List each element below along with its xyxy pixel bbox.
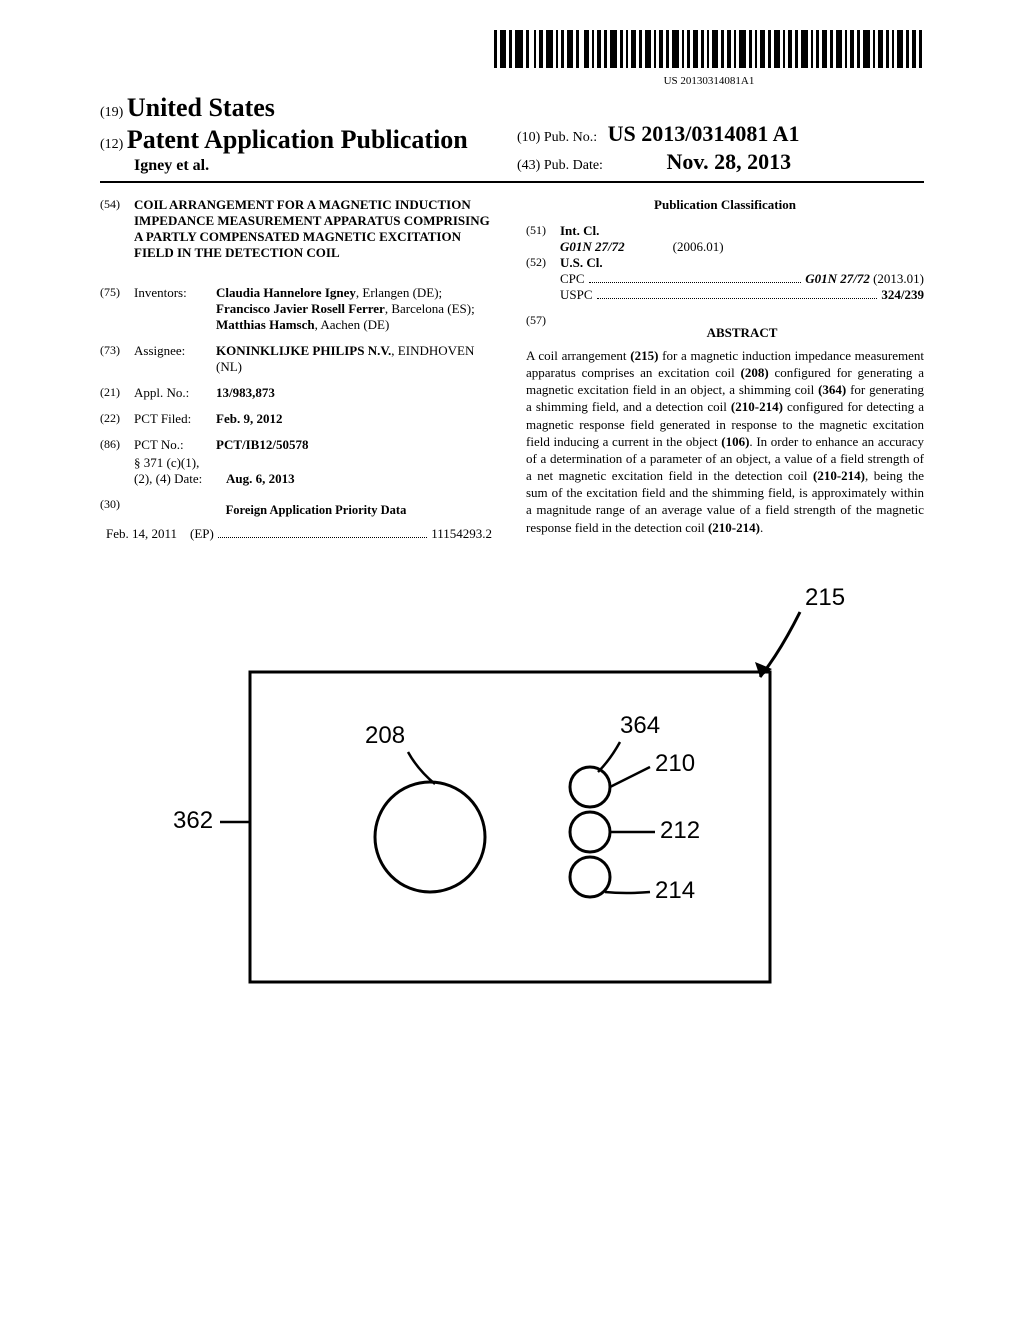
pctno: PCT/IB12/50578 xyxy=(216,437,498,453)
pubno: US 2013/0314081 A1 xyxy=(608,121,800,146)
code30: (30) xyxy=(100,497,134,526)
pubdate: Nov. 28, 2013 xyxy=(666,149,791,174)
code54: (54) xyxy=(100,197,134,275)
pub-class-header: Publication Classification xyxy=(526,197,924,213)
intcl-label: Int. Cl. xyxy=(560,223,924,239)
right-col: Publication Classification (51) Int. Cl.… xyxy=(526,197,924,542)
barcode-text: US 20130314081A1 xyxy=(494,75,924,87)
applno-row: (21) Appl. No.: 13/983,873 xyxy=(100,385,498,401)
intcl-row: (51) Int. Cl. G01N 27/72 (2006.01) xyxy=(526,223,924,255)
country-line: (19) United States xyxy=(100,93,507,123)
callout-215: 215 xyxy=(805,584,845,612)
pubtype: Patent Application Publication xyxy=(127,125,468,154)
abstract-text: A coil arrangement (215) for a magnetic … xyxy=(526,347,924,536)
s371-date-label: (2), (4) Date: xyxy=(134,471,226,487)
code86: (86) xyxy=(100,437,134,453)
callout-362: 362 xyxy=(173,807,213,835)
uspc-value: 324/239 xyxy=(881,287,924,303)
priority-num: 11154293.2 xyxy=(431,526,492,542)
dotted-line xyxy=(218,528,427,538)
inventors-label: Inventors: xyxy=(134,285,216,333)
code12: (12) xyxy=(100,137,123,152)
pctfiled: Feb. 9, 2012 xyxy=(216,411,498,427)
cpc-row: CPC G01N 27/72 (2013.01) xyxy=(560,271,924,287)
country: United States xyxy=(127,93,275,122)
header-row: (19) United States (12) Patent Applicati… xyxy=(100,93,924,183)
pctfiled-row: (22) PCT Filed: Feb. 9, 2012 xyxy=(100,411,498,427)
header-right: (10) Pub. No.: US 2013/0314081 A1 (43) P… xyxy=(507,121,924,175)
callout-212: 212 xyxy=(660,817,700,845)
s371-row1: § 371 (c)(1), xyxy=(100,455,498,471)
code21: (21) xyxy=(100,385,134,401)
uscl-row: (52) U.S. Cl. CPC G01N 27/72 (2013.01) U… xyxy=(526,255,924,303)
barcode-section: US 20130314081A1 xyxy=(100,30,924,89)
code73: (73) xyxy=(100,343,134,375)
callout-214: 214 xyxy=(655,877,695,905)
uscl-body: U.S. Cl. CPC G01N 27/72 (2013.01) USPC 3… xyxy=(560,255,924,303)
pubdate-line: (43) Pub. Date: Nov. 28, 2013 xyxy=(517,149,924,175)
s371-row2: (2), (4) Date: Aug. 6, 2013 xyxy=(100,471,498,487)
intcl-year: (2006.01) xyxy=(673,239,724,255)
pctno-row: (86) PCT No.: PCT/IB12/50578 xyxy=(100,437,498,453)
figure-area: 215 208 362 364 210 212 214 xyxy=(100,582,924,1022)
priority-cc: (EP) xyxy=(190,526,214,542)
callout-208: 208 xyxy=(365,722,405,750)
intcl-code: G01N 27/72 xyxy=(560,239,625,255)
priority-row: Feb. 14, 2011 (EP) 11154293.2 xyxy=(100,526,498,542)
priority-date: Feb. 14, 2011 xyxy=(106,526,177,542)
code57: (57) xyxy=(526,313,560,347)
pctfiled-label: PCT Filed: xyxy=(134,411,216,427)
applno-label: Appl. No.: xyxy=(134,385,216,401)
uscl-label: U.S. Cl. xyxy=(560,255,924,271)
abstract-header: ABSTRACT xyxy=(560,325,924,341)
barcode: US 20130314081A1 xyxy=(494,30,924,87)
cpc-year: (2013.01) xyxy=(873,271,924,287)
abstract-header-row: (57) ABSTRACT xyxy=(526,313,924,347)
patent-title: COIL ARRANGEMENT FOR A MAGNETIC INDUCTIO… xyxy=(134,197,498,261)
callout-210: 210 xyxy=(655,750,695,778)
cpc-label: CPC xyxy=(560,271,585,287)
code51: (51) xyxy=(526,223,560,255)
uspc-label: USPC xyxy=(560,287,593,303)
cpc-value: G01N 27/72 xyxy=(805,271,870,287)
assignee-name: KONINKLIJKE PHILIPS N.V. xyxy=(216,343,391,358)
s371-date: Aug. 6, 2013 xyxy=(226,471,498,487)
pctno-label: PCT No.: xyxy=(134,437,216,453)
intcl-value-row: G01N 27/72 (2006.01) xyxy=(560,239,924,255)
assignee-body: KONINKLIJKE PHILIPS N.V., EINDHOVEN (NL) xyxy=(216,343,498,375)
code75: (75) xyxy=(100,285,134,333)
dotted-line xyxy=(589,273,802,283)
applno: 13/983,873 xyxy=(216,385,498,401)
inventors-row: (75) Inventors: Claudia Hannelore Igney,… xyxy=(100,285,498,333)
title-row: (54) COIL ARRANGEMENT FOR A MAGNETIC IND… xyxy=(100,197,498,275)
fapd-header: Foreign Application Priority Data xyxy=(134,503,498,518)
code19: (19) xyxy=(100,105,123,120)
callout-364: 364 xyxy=(620,712,660,740)
two-col: (54) COIL ARRANGEMENT FOR A MAGNETIC IND… xyxy=(100,197,924,542)
pubno-label: Pub. No.: xyxy=(544,130,597,145)
pubno-line: (10) Pub. No.: US 2013/0314081 A1 xyxy=(517,121,924,147)
assignee-label: Assignee: xyxy=(134,343,216,375)
barcode-svg xyxy=(494,30,924,68)
code43: (43) xyxy=(517,158,540,173)
code10: (10) xyxy=(517,130,540,145)
dotted-line xyxy=(597,289,878,299)
code52: (52) xyxy=(526,255,560,303)
code22: (22) xyxy=(100,411,134,427)
authors: Igney et al. xyxy=(100,157,507,175)
header-left: (19) United States (12) Patent Applicati… xyxy=(100,93,507,175)
fapd-row: (30) Foreign Application Priority Data xyxy=(100,497,498,526)
s371-label: § 371 (c)(1), xyxy=(134,455,498,471)
pubdate-label: Pub. Date: xyxy=(544,158,603,173)
inventors-body: Claudia Hannelore Igney, Erlangen (DE); … xyxy=(216,285,498,333)
assignee-row: (73) Assignee: KONINKLIJKE PHILIPS N.V.,… xyxy=(100,343,498,375)
left-col: (54) COIL ARRANGEMENT FOR A MAGNETIC IND… xyxy=(100,197,498,542)
pubtype-line: (12) Patent Application Publication xyxy=(100,125,507,155)
intcl-body: Int. Cl. G01N 27/72 (2006.01) xyxy=(560,223,924,255)
uspc-row: USPC 324/239 xyxy=(560,287,924,303)
figure-svg xyxy=(100,582,924,1022)
